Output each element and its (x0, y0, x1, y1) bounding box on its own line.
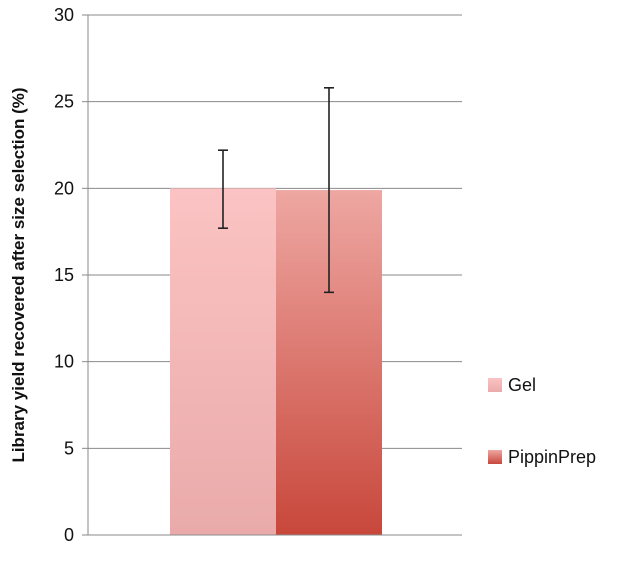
bar-gel (170, 188, 276, 536)
y-tick-label: 15 (54, 265, 74, 285)
y-tick-label: 10 (54, 352, 74, 372)
y-tick-label: 30 (54, 5, 74, 25)
legend-label-gel: Gel (508, 375, 536, 395)
y-axis-label: Library yield recovered after size selec… (9, 87, 28, 462)
y-tick-label: 20 (54, 178, 74, 198)
axes: 0 5 10 15 20 25 30 (54, 5, 462, 545)
legend-label-pippinprep: PippinPrep (508, 447, 596, 467)
error-bars (218, 87, 334, 294)
legend: Gel PippinPrep (488, 375, 596, 467)
y-tick-label: 25 (54, 92, 74, 112)
bars (170, 188, 382, 536)
y-tick-label: 0 (64, 525, 74, 545)
legend-swatch-pippinprep (488, 450, 502, 464)
legend-swatch-gel (488, 378, 502, 392)
y-tick-label: 5 (64, 438, 74, 458)
